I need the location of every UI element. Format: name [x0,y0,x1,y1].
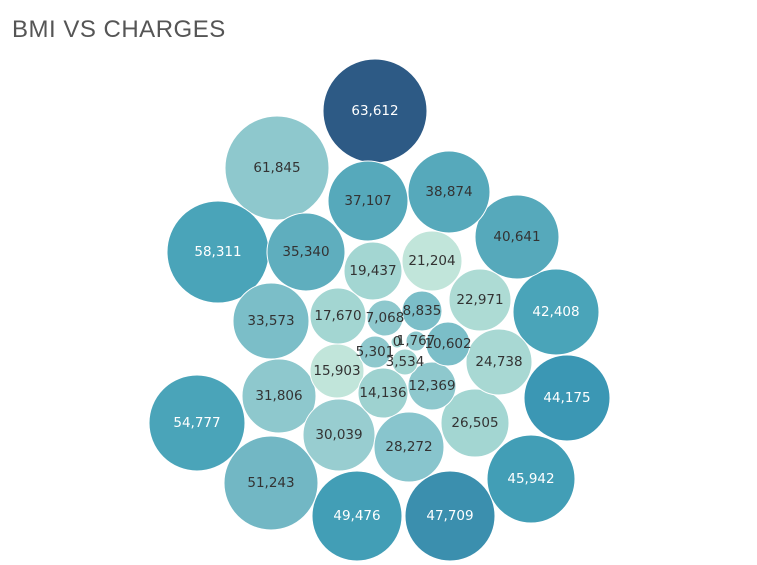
bubble-label-0: 0 [393,334,402,350]
bubble-label-8835: 8,835 [403,303,442,319]
bubble-label-5301: 5,301 [356,344,395,360]
bubble-label-51243: 51,243 [247,475,294,491]
chart-title: BMI VS CHARGES [12,16,226,43]
bubble-label-54777: 54,777 [173,415,220,431]
bubble-28272[interactable] [373,411,445,483]
bubble-45942[interactable] [486,434,576,524]
bubble-label-33573: 33,573 [247,313,294,329]
bubble-33573[interactable] [232,282,310,360]
bubble-label-31806: 31,806 [255,388,302,404]
bubble-label-30039: 30,039 [315,427,362,443]
bubble-label-3534: 3,534 [386,354,425,370]
bubble-label-1767: 1,767 [397,333,436,349]
bubble-label-7068: 7,068 [366,310,405,326]
bubble-label-22971: 22,971 [456,292,503,308]
bubble-label-45942: 45,942 [507,471,554,487]
bubble-label-63612: 63,612 [351,103,398,119]
bubble-label-10602: 10,602 [424,336,471,352]
bubble-label-24738: 24,738 [475,354,522,370]
bubble-19437[interactable] [343,241,403,301]
bubble-30039[interactable] [302,398,376,472]
bubble-47709[interactable] [404,470,496,562]
bubble-7068[interactable] [366,299,404,337]
bubble-label-17670: 17,670 [314,308,361,324]
bubble-5301[interactable] [358,335,392,369]
bubble-label-14136: 14,136 [359,385,406,401]
bubble-44175[interactable] [523,354,611,442]
bubble-22971[interactable] [448,268,512,332]
bubble-49476[interactable] [311,470,403,562]
bubble-label-12369: 12,369 [408,378,455,394]
bubble-label-21204: 21,204 [408,253,455,269]
bubble-40641[interactable] [474,194,560,280]
bubble-label-35340: 35,340 [282,244,329,260]
bubble-51243[interactable] [223,435,319,531]
bubble-label-49476: 49,476 [333,508,380,524]
bubble-12369[interactable] [407,361,457,411]
bubble-1767[interactable] [405,330,427,352]
bubble-14136[interactable] [357,367,409,419]
bubble-label-47709: 47,709 [426,508,473,524]
bubble-3534[interactable] [391,348,419,376]
bubble-38874[interactable] [407,150,491,234]
bubble-label-44175: 44,175 [543,390,590,406]
bubble-0[interactable] [390,335,404,349]
bubble-label-38874: 38,874 [425,184,472,200]
bubble-label-15903: 15,903 [313,363,360,379]
bubble-54777[interactable] [148,374,246,472]
bubble-24738[interactable] [465,328,533,396]
bubble-21204[interactable] [401,230,463,292]
bubble-35340[interactable] [266,212,346,292]
bubble-15903[interactable] [309,343,365,399]
bubble-26505[interactable] [440,388,510,458]
bubble-label-58311: 58,311 [194,244,241,260]
bubble-label-61845: 61,845 [253,160,300,176]
bubble-label-40641: 40,641 [493,229,540,245]
bubble-label-19437: 19,437 [349,263,396,279]
bubble-37107[interactable] [327,160,409,242]
bubble-61845[interactable] [224,115,330,221]
bubble-label-28272: 28,272 [385,439,432,455]
bubble-label-42408: 42,408 [532,304,579,320]
bubble-42408[interactable] [512,268,600,356]
bubble-label-37107: 37,107 [344,193,391,209]
bubble-label-26505: 26,505 [451,415,498,431]
bubble-31806[interactable] [241,358,317,434]
